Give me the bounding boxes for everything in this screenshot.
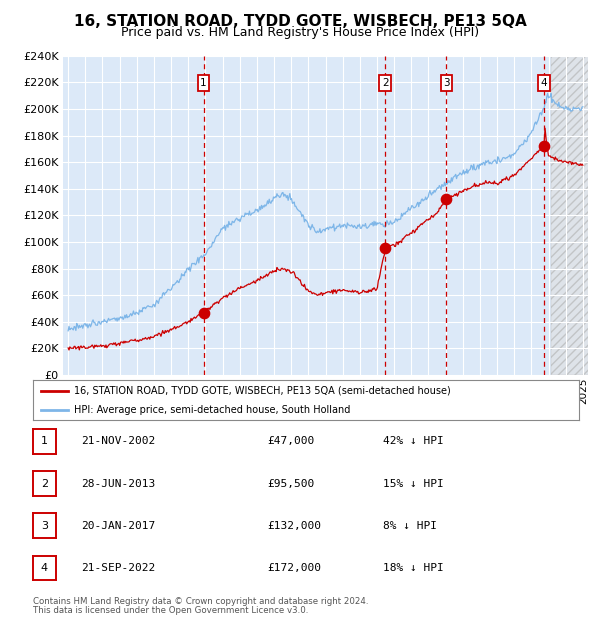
Text: 21-SEP-2022: 21-SEP-2022 (81, 563, 155, 573)
Text: 16, STATION ROAD, TYDD GOTE, WISBECH, PE13 5QA: 16, STATION ROAD, TYDD GOTE, WISBECH, PE… (74, 14, 526, 29)
Text: 15% ↓ HPI: 15% ↓ HPI (383, 479, 443, 489)
Point (539, 141, 549, 151)
Point (380, 243, 390, 253)
Text: 8% ↓ HPI: 8% ↓ HPI (383, 521, 437, 531)
Text: Contains HM Land Registry data © Crown copyright and database right 2024.: Contains HM Land Registry data © Crown c… (33, 597, 368, 606)
Text: £132,000: £132,000 (267, 521, 321, 531)
Point (442, 195, 451, 205)
Text: 1: 1 (200, 78, 207, 88)
Text: Price paid vs. HM Land Registry's House Price Index (HPI): Price paid vs. HM Land Registry's House … (121, 26, 479, 38)
Text: 4: 4 (41, 563, 48, 573)
Text: HPI: Average price, semi-detached house, South Holland: HPI: Average price, semi-detached house,… (74, 405, 350, 415)
Text: 42% ↓ HPI: 42% ↓ HPI (383, 436, 443, 446)
Text: 16, STATION ROAD, TYDD GOTE, WISBECH, PE13 5QA (semi-detached house): 16, STATION ROAD, TYDD GOTE, WISBECH, PE… (74, 386, 451, 396)
Text: £47,000: £47,000 (267, 436, 314, 446)
Bar (551, 56, 596, 375)
Text: 3: 3 (41, 521, 48, 531)
Text: 2: 2 (382, 78, 389, 88)
Text: £172,000: £172,000 (267, 563, 321, 573)
Text: 1: 1 (41, 436, 48, 446)
Text: This data is licensed under the Open Government Licence v3.0.: This data is licensed under the Open Gov… (33, 606, 308, 614)
Text: 18% ↓ HPI: 18% ↓ HPI (383, 563, 443, 573)
Text: 2: 2 (41, 479, 48, 489)
Text: 21-NOV-2002: 21-NOV-2002 (81, 436, 155, 446)
Text: 28-JUN-2013: 28-JUN-2013 (81, 479, 155, 489)
Text: 20-JAN-2017: 20-JAN-2017 (81, 521, 155, 531)
Text: 3: 3 (443, 78, 450, 88)
Text: 4: 4 (541, 78, 547, 88)
Point (199, 308, 208, 317)
Text: £95,500: £95,500 (267, 479, 314, 489)
